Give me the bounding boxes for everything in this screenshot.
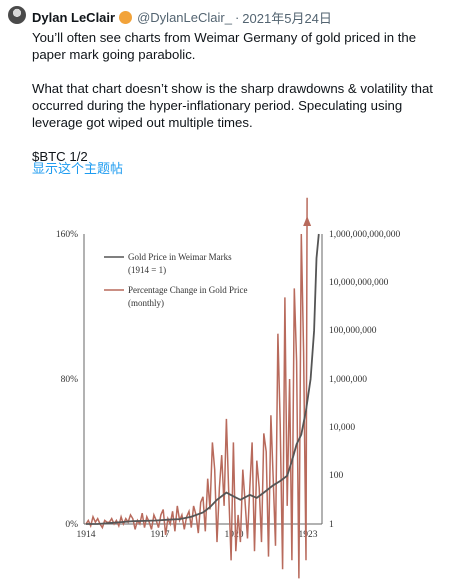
tweet-paragraph: $BTC 1/2 (32, 149, 88, 164)
author-name[interactable]: Dylan LeClair (32, 9, 116, 25)
series-gold-price-line (86, 233, 320, 525)
separator: · (234, 9, 240, 25)
legend-label-gold-sub: (1914 = 1) (128, 265, 166, 275)
legend-label-gold: Gold Price in Weimar Marks (128, 252, 232, 262)
right-tick-label: 10,000 (329, 423, 355, 433)
legend-label-change-sub: (monthly) (128, 298, 164, 308)
author-handle[interactable]: @DylanLeClair_ (137, 9, 232, 25)
x-tick-label: 1917 (151, 530, 170, 540)
weimar-gold-chart: 0% 80% 160% 1 100 10,000 1,000,000 100,0… (56, 197, 401, 579)
tweet-date[interactable]: 2021年5月24日 (242, 10, 332, 26)
x-tick-label: 1920 (225, 530, 244, 540)
right-tick-label: 1,000,000 (329, 375, 367, 385)
right-tick-label: 1,000,000,000,000 (329, 230, 401, 240)
verified-badge-icon (119, 10, 133, 24)
x-tick-label: 1914 (77, 530, 96, 540)
right-tick-label: 10,000,000,000 (329, 278, 389, 288)
right-tick-label: 100,000,000 (329, 326, 377, 336)
left-tick-label: 0% (65, 520, 78, 530)
left-tick-label: 80% (61, 375, 79, 385)
right-tick-label: 1 (329, 520, 334, 530)
tweet-paragraph: What that chart doesn’t show is the shar… (32, 81, 433, 130)
tweet-header: Dylan LeClair @DylanLeClair_ · 2021年5月24… (32, 7, 332, 27)
left-tick-label: 160% (56, 230, 78, 240)
tweet-paragraph: You’ll often see charts from Weimar Germ… (32, 30, 417, 62)
tweet-text: You’ll often see charts from Weimar Germ… (32, 29, 452, 182)
legend-label-change: Percentage Change in Gold Price (128, 285, 247, 295)
right-tick-label: 100 (329, 471, 344, 481)
show-thread-link[interactable]: 显示这个主题帖 (32, 161, 124, 176)
chart-image[interactable]: 0% 80% 160% 1 100 10,000 1,000,000 100,0… (0, 190, 468, 582)
x-tick-label: 1923 (299, 530, 318, 540)
change-arrow-icon (303, 216, 312, 226)
avatar[interactable] (8, 6, 26, 24)
